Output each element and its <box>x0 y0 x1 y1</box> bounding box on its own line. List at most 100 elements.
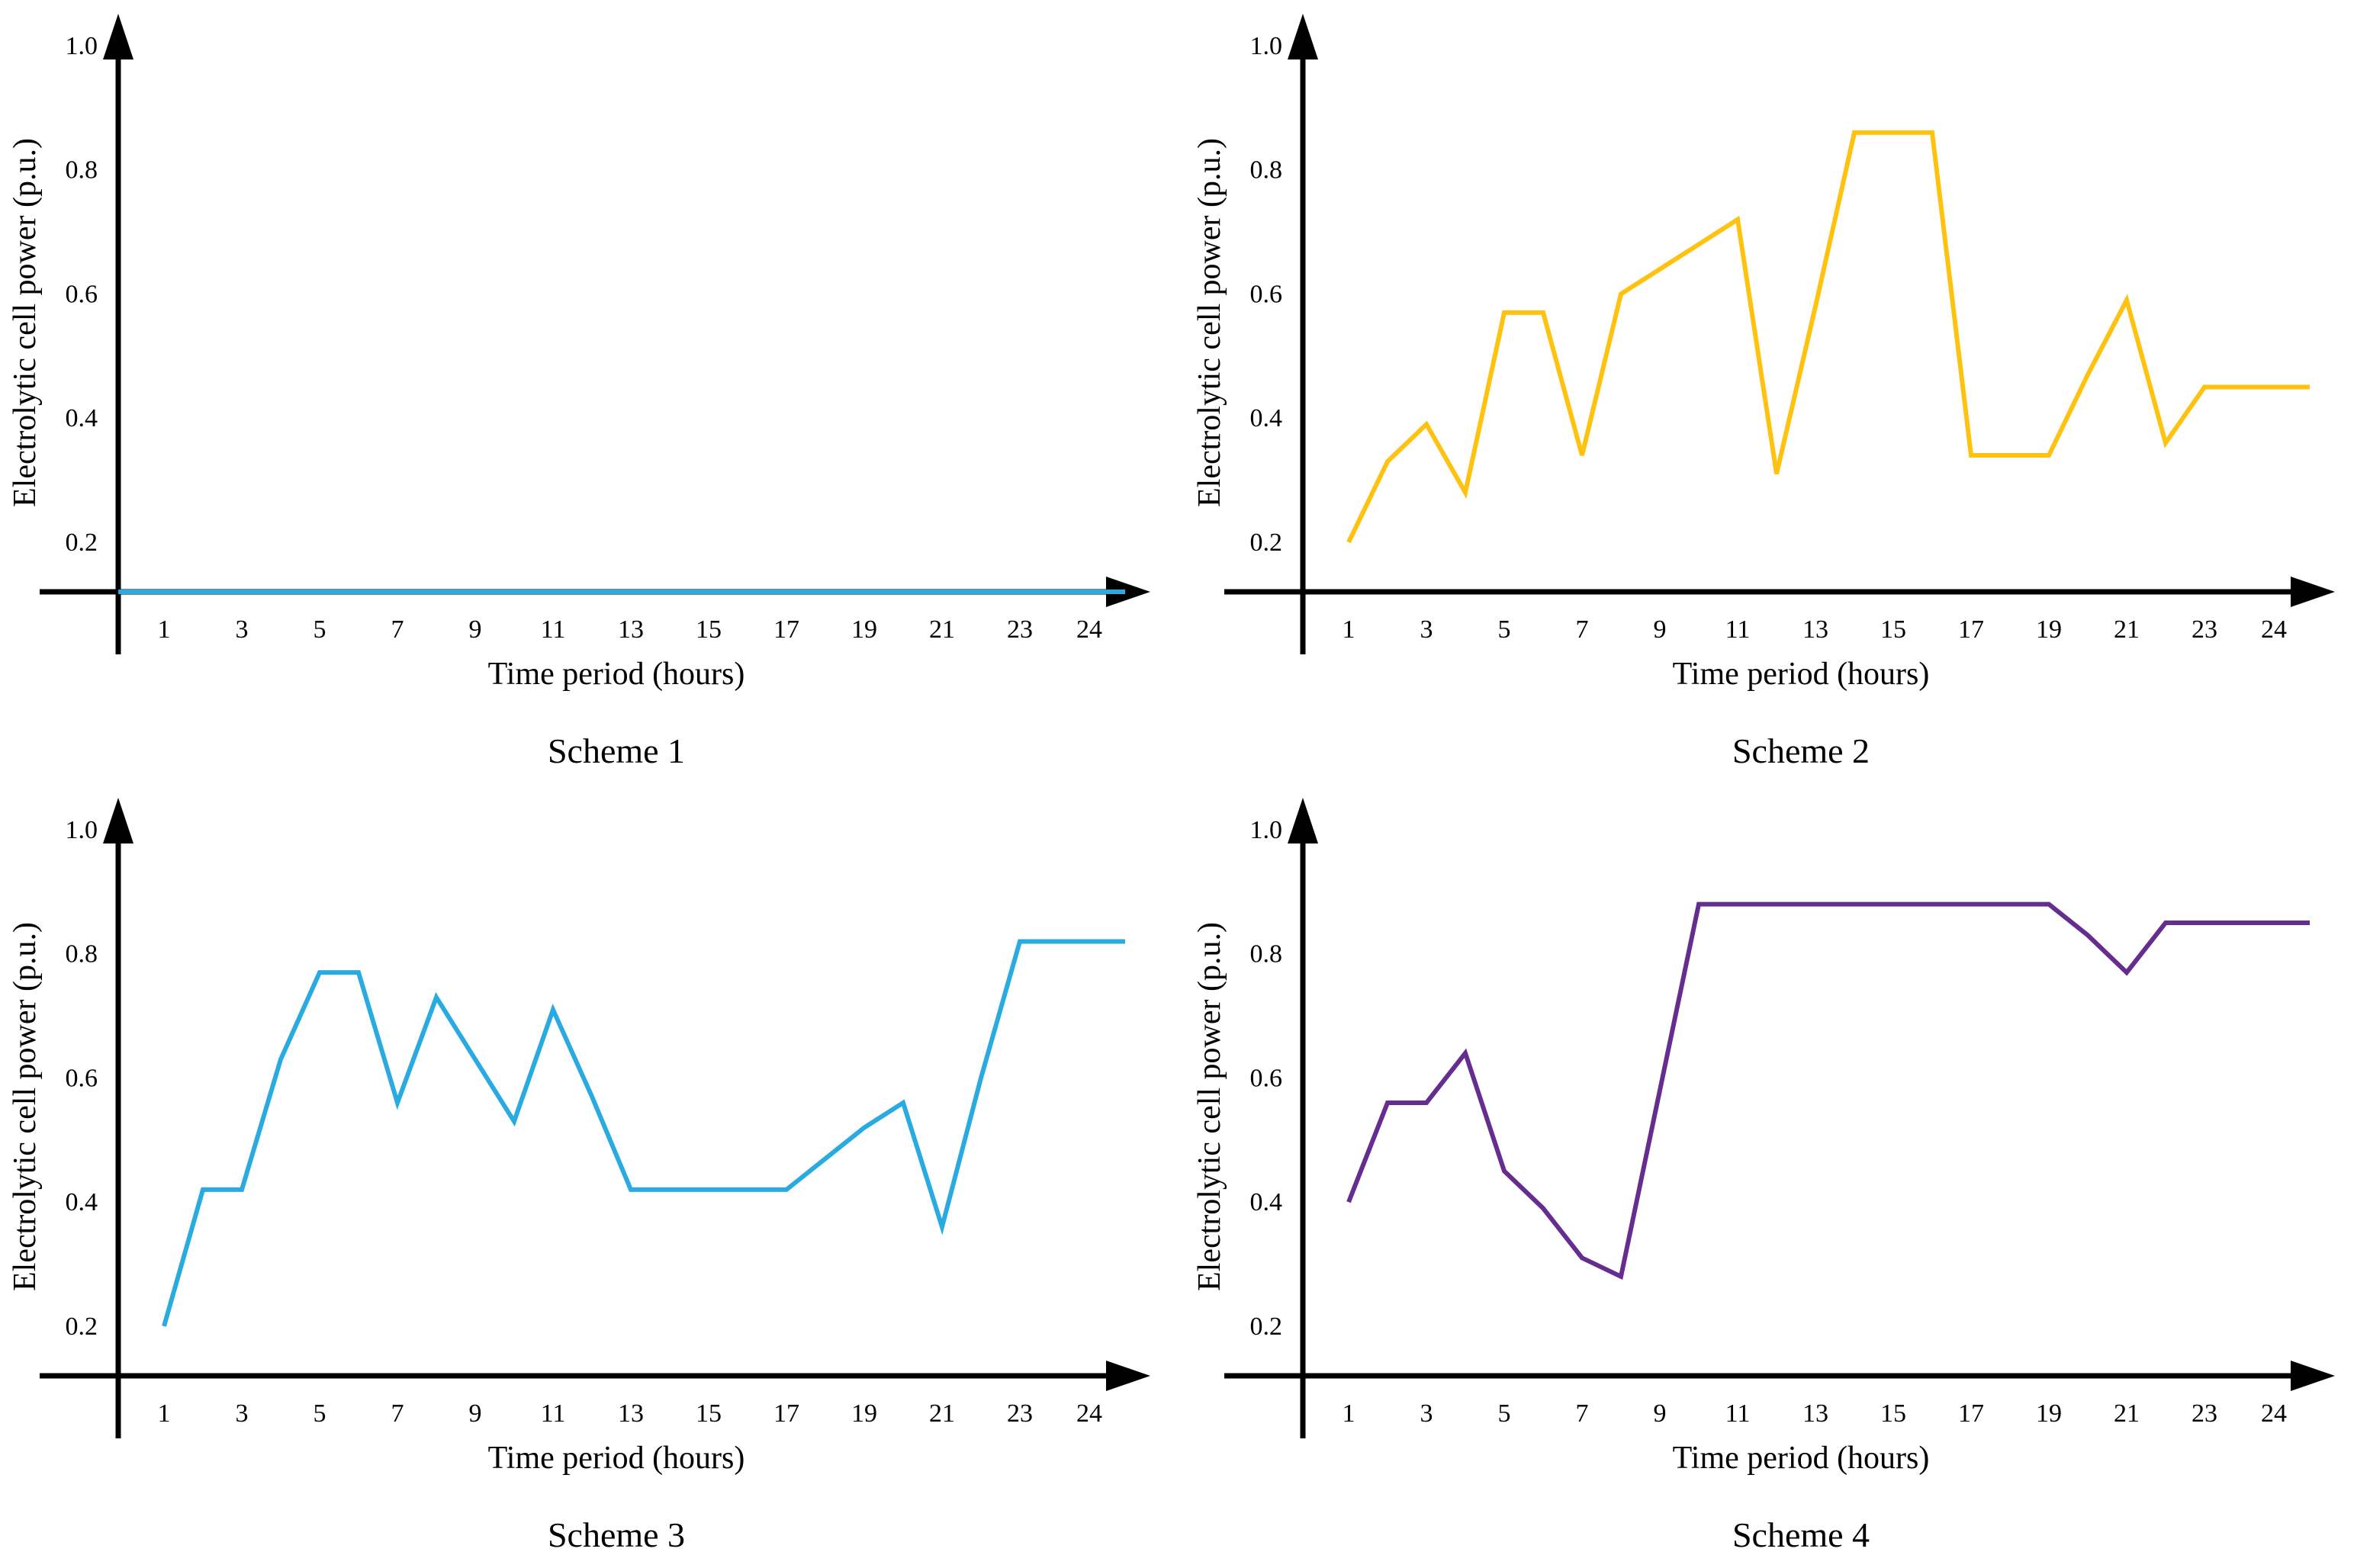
x-tick-label: 5 <box>314 615 326 644</box>
x-axis-arrow-icon <box>1106 577 1150 607</box>
y-tick-label: 0.2 <box>66 529 98 557</box>
x-tick-label: 24 <box>1076 1399 1102 1428</box>
x-axis-arrow-icon <box>2291 1361 2335 1391</box>
chart-title: Scheme 3 <box>548 1515 685 1554</box>
x-tick-label: 7 <box>391 615 404 644</box>
x-tick-label: 15 <box>696 615 722 644</box>
x-tick-label: 23 <box>1007 615 1033 644</box>
x-tick-label: 3 <box>236 1399 249 1428</box>
x-tick-label: 3 <box>1420 1399 1433 1428</box>
x-tick-label: 3 <box>236 615 249 644</box>
chart-panel-scheme-1: 0.2 0.4 0.6 0.8 1.0 1 3 5 7 9 11 13 15 17 19 21 23 24 Ele… <box>0 0 1185 784</box>
x-tick-label: 13 <box>1802 615 1828 644</box>
x-tick-label: 23 <box>1007 1399 1033 1428</box>
x-tick-label: 21 <box>929 1399 955 1428</box>
chart-title: Scheme 4 <box>1732 1515 1870 1554</box>
y-tick-label: 1.0 <box>66 32 98 60</box>
x-tick-label: 19 <box>2036 1399 2062 1428</box>
x-tick-label: 3 <box>1420 615 1433 644</box>
x-tick-label: 19 <box>2036 615 2062 644</box>
y-tick-label: 0.4 <box>1250 404 1283 432</box>
y-tick-label: 0.8 <box>66 940 98 969</box>
x-tick-label: 13 <box>618 1399 644 1428</box>
y-tick-label: 0.6 <box>66 1064 98 1092</box>
y-axis-label: Electrolytic cell power (p.u.) <box>8 138 43 507</box>
scheme-2-plot: 0.20.40.60.81.01 3 5 7 9 11 13 15 17 19 21 23 24 Ele… <box>1192 14 2335 770</box>
chart-panel-scheme-3: 0.2 0.4 0.6 0.8 1.0 1 3 5 7 9 11 13 15 17 19 21 23 24 Ele… <box>0 784 1185 1568</box>
y-tick-label: 0.6 <box>66 280 98 308</box>
y-tick-label: 0.2 <box>1250 529 1283 557</box>
x-tick-label: 1 <box>1343 1399 1355 1428</box>
chart-panel-scheme-4: 0.2 0.4 0.6 0.8 1.0 1 3 5 7 9 11 13 15 17 19 21 23 24 Ele… <box>1185 784 2369 1568</box>
y-tick-label: 0.8 <box>1250 940 1283 969</box>
y-tick-label: 0.8 <box>1250 156 1283 185</box>
x-tick-label: 9 <box>1654 1399 1667 1428</box>
scheme-4-plot: 0.20.40.60.81.01 3 5 7 9 11 13 15 17 19 21 23 24 Ele… <box>1192 798 2335 1554</box>
y-axis-label: Electrolytic cell power (p.u.) <box>1192 138 1227 507</box>
y-tick-label: 0.4 <box>66 404 98 432</box>
y-axis-arrow-icon <box>103 798 133 843</box>
scheme-3-plot: 0.20.40.60.81.01 3 5 7 9 11 13 15 17 19 21 23 24 Ele… <box>8 798 1150 1554</box>
x-axis-label: Time period (hours) <box>488 1441 745 1476</box>
x-axis-arrow-icon <box>1106 1361 1150 1391</box>
x-tick-label: 21 <box>2114 615 2140 644</box>
y-tick-label: 0.6 <box>1250 280 1283 308</box>
x-tick-label: 17 <box>773 615 799 644</box>
x-tick-label: 15 <box>696 1399 722 1428</box>
x-tick-label: 13 <box>618 615 644 644</box>
x-tick-label: 23 <box>2192 615 2217 644</box>
x-tick-label: 7 <box>1576 615 1589 644</box>
x-axis-label: Time period (hours) <box>1673 1441 1930 1476</box>
y-axis-label: Electrolytic cell power (p.u.) <box>8 922 43 1291</box>
y-tick-label: 1.0 <box>1250 816 1283 844</box>
chart-title: Scheme 1 <box>548 731 685 770</box>
x-tick-label: 9 <box>469 615 482 644</box>
x-tick-label: 17 <box>773 1399 799 1428</box>
x-tick-label: 24 <box>2261 1399 2287 1428</box>
scheme-1-plot: 0.20.40.60.81.01 3 5 7 9 11 13 15 17 19 21 23 24 Ele… <box>8 14 1150 770</box>
y-tick-label: 0.8 <box>66 156 98 185</box>
y-axis-arrow-icon <box>1288 798 1318 843</box>
x-tick-label: 23 <box>2192 1399 2217 1428</box>
x-tick-label: 15 <box>1880 1399 1906 1428</box>
x-tick-label: 1 <box>1343 615 1355 644</box>
chart-title: Scheme 2 <box>1732 731 1870 770</box>
x-tick-label: 11 <box>541 615 566 644</box>
x-tick-label: 11 <box>541 1399 566 1428</box>
x-tick-label: 5 <box>314 1399 326 1428</box>
power-curve-line <box>1346 130 2310 544</box>
x-axis-label: Time period (hours) <box>1673 657 1930 692</box>
x-tick-label: 7 <box>1576 1399 1589 1428</box>
chart-panel-scheme-2: 0.2 0.4 0.6 0.8 1.0 1 3 5 7 9 11 13 15 17 19 21 23 24 Ele… <box>1185 0 2369 784</box>
y-axis-label: Electrolytic cell power (p.u.) <box>1192 922 1227 1291</box>
x-tick-label: 15 <box>1880 615 1906 644</box>
y-tick-label: 0.6 <box>1250 1064 1283 1092</box>
y-tick-label: 0.4 <box>66 1188 98 1216</box>
x-tick-label: 24 <box>1076 615 1102 644</box>
x-tick-label: 5 <box>1498 615 1511 644</box>
y-tick-label: 1.0 <box>1250 32 1283 60</box>
y-tick-label: 0.2 <box>66 1313 98 1341</box>
x-tick-label: 19 <box>851 615 877 644</box>
x-tick-label: 17 <box>1958 1399 1984 1428</box>
y-axis-arrow-icon <box>103 14 133 59</box>
x-tick-label: 7 <box>391 1399 404 1428</box>
x-tick-label: 24 <box>2261 615 2287 644</box>
y-tick-label: 0.2 <box>1250 1313 1283 1341</box>
x-tick-label: 21 <box>929 615 955 644</box>
x-tick-label: 21 <box>2114 1399 2140 1428</box>
x-tick-label: 11 <box>1725 615 1751 644</box>
y-axis-arrow-icon <box>1288 14 1318 59</box>
power-curve-line <box>162 939 1125 1327</box>
x-tick-label: 17 <box>1958 615 1984 644</box>
y-tick-label: 1.0 <box>66 816 98 844</box>
x-tick-label: 9 <box>1654 615 1667 644</box>
x-axis-arrow-icon <box>2291 577 2335 607</box>
x-tick-label: 1 <box>158 615 171 644</box>
power-curve-line <box>1346 901 2310 1280</box>
x-tick-label: 19 <box>851 1399 877 1428</box>
y-tick-label: 0.4 <box>1250 1188 1283 1216</box>
x-tick-label: 5 <box>1498 1399 1511 1428</box>
x-tick-label: 1 <box>158 1399 171 1428</box>
